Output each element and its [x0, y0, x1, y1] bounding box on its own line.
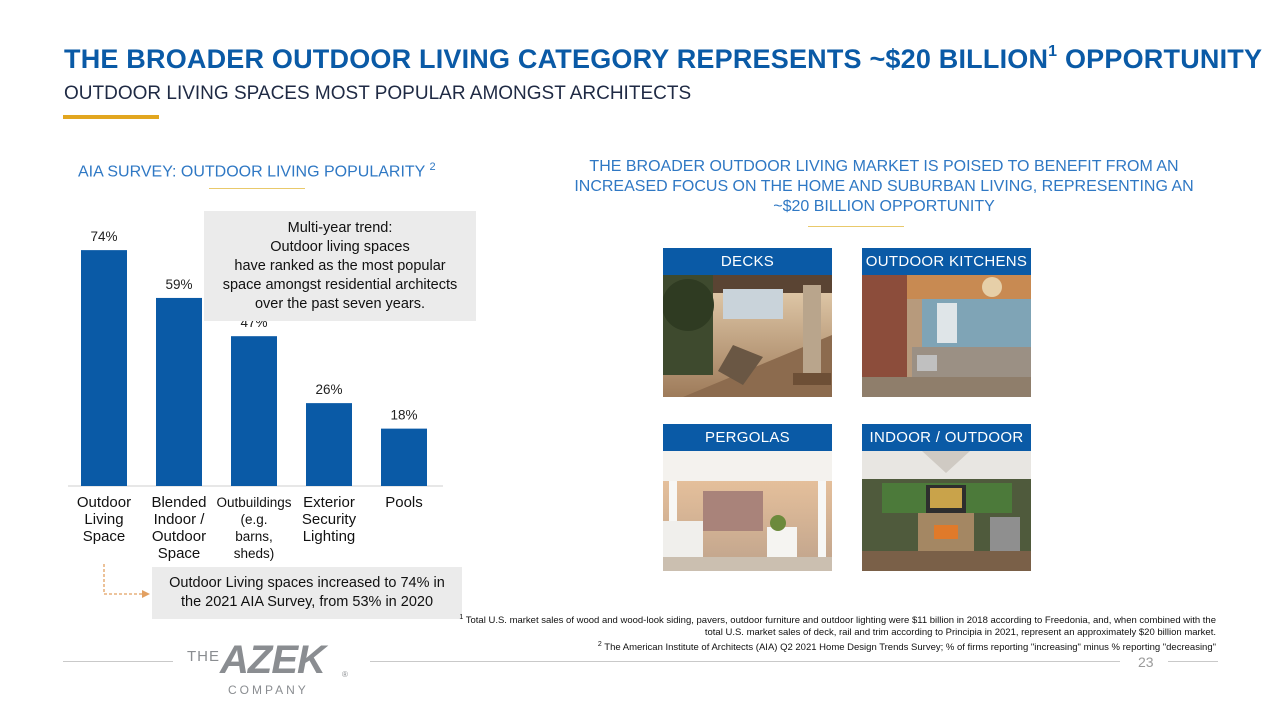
- tile-decks: DECKS: [663, 248, 832, 397]
- logo-azek-text: AZEK: [220, 638, 326, 682]
- footnote-1: 1 Total U.S. market sales of wood and wo…: [459, 614, 1216, 639]
- tile-outdoor-kitchens: OUTDOOR KITCHENS: [862, 248, 1031, 397]
- bar-value-label: 74%: [90, 229, 117, 244]
- bar-value-label: 18%: [390, 408, 417, 423]
- logo-company-text: COMPANY: [228, 683, 309, 697]
- trend-line: space amongst residential architects: [222, 277, 458, 293]
- connector-arrow: [103, 564, 150, 598]
- bar-0: [81, 250, 127, 486]
- chart-svg: 74%59%47%26%18%: [68, 229, 443, 487]
- bar-2: [231, 336, 277, 486]
- popularity-bar-chart: 74% 59% 47% 26% 18% Outdoor Living Space Blende…: [63, 205, 445, 575]
- tile-label: DECKS: [663, 248, 832, 275]
- logo-the-text: THE: [187, 648, 220, 665]
- category-label: Blended Indoor / Outdoor Space: [151, 494, 207, 562]
- survey-heading: AIA SURVEY: OUTDOOR LIVING POPULARITY 2: [78, 161, 436, 181]
- tile-label: OUTDOOR KITCHENS: [862, 248, 1031, 275]
- footer-rule-middle: [370, 661, 1120, 662]
- tile-indoor-outdoor: INDOOR / OUTDOOR: [862, 424, 1031, 571]
- logo-registered-mark: ®: [342, 670, 348, 679]
- bar-4: [381, 428, 427, 486]
- slide-title: THE BROADER OUTDOOR LIVING CATEGORY REPR…: [64, 43, 1263, 74]
- bar-3: [306, 403, 352, 486]
- trend-note-box: Multi-year trend: Outdoor living spaces …: [204, 211, 476, 321]
- tile-label: INDOOR / OUTDOOR: [862, 424, 1031, 451]
- azek-logo: THE AZEK ® COMPANY: [186, 638, 356, 698]
- category-label: Exterior Security Lighting: [301, 494, 357, 545]
- market-heading: THE BROADER OUTDOOR LIVING MARKET IS POI…: [574, 158, 1194, 215]
- footnotes: 1 Total U.S. market sales of wood and wo…: [456, 612, 1216, 654]
- decks-photo: [663, 275, 832, 397]
- slide-subtitle: OUTDOOR LIVING SPACES MOST POPULAR AMONG…: [64, 83, 692, 104]
- footer-rule-left: [63, 661, 173, 662]
- footer-rule-right: [1168, 661, 1218, 662]
- callout-line: Outdoor Living spaces increased to 74% i…: [169, 575, 445, 591]
- category-label: Outbuildings (e.g. barns, sheds): [216, 495, 292, 561]
- category-label: Pools: [385, 494, 423, 511]
- survey-heading-rule: [209, 188, 305, 189]
- bar-value-label: 59%: [165, 277, 192, 292]
- page-number: 23: [1138, 654, 1154, 670]
- bar-value-label: 26%: [315, 382, 342, 397]
- title-underline: [63, 115, 159, 119]
- pergolas-photo: [663, 451, 832, 571]
- increase-callout-box: Outdoor Living spaces increased to 74% i…: [152, 567, 462, 619]
- footnote-2: 2 The American Institute of Architects (…: [597, 641, 1216, 654]
- tile-pergolas: PERGOLAS: [663, 424, 832, 571]
- trend-line: have ranked as the most popular: [234, 258, 446, 274]
- tile-label: PERGOLAS: [663, 424, 832, 451]
- market-heading-rule: [808, 226, 904, 227]
- trend-line: Outdoor living spaces: [270, 239, 410, 255]
- callout-line: the 2021 AIA Survey, from 53% in 2020: [180, 594, 434, 610]
- outdoor-kitchens-photo: [862, 275, 1031, 397]
- bar-1: [156, 297, 202, 486]
- indoor-outdoor-photo: [862, 451, 1031, 571]
- category-label: Outdoor Living Space: [76, 494, 132, 545]
- trend-line: over the past seven years.: [254, 296, 426, 312]
- trend-line: Multi-year trend:: [287, 220, 393, 236]
